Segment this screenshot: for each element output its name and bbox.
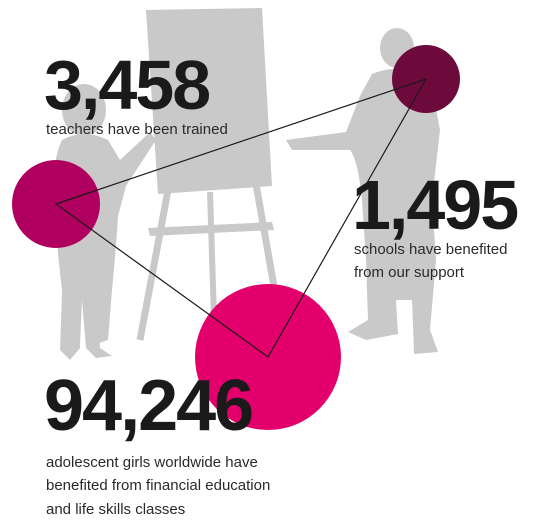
stat-label-line: from our support (354, 264, 465, 282)
stat-label-line: schools have benefited (354, 241, 508, 258)
stat-label-line: teachers have been trained (46, 121, 228, 138)
stat-label-teachers: teachers have been trained (46, 118, 228, 141)
stat-number-schools: 1,495 (352, 166, 519, 244)
connecting-triangle (54, 77, 428, 358)
stat-label-schools: schools have benefited from our support (354, 238, 507, 285)
stat-label-line: adolescent girls worldwide have (46, 454, 258, 471)
stat-label-line: and life skills classes (46, 500, 186, 518)
stat-label-girls: adolescent girls worldwide have benefite… (46, 451, 270, 521)
flipchart-silhouette (136, 8, 286, 341)
stat-label-line: benefited from financial education (46, 477, 271, 495)
stat-number-girls: 94,246 (44, 366, 254, 446)
stat-number-teachers: 3,458 (44, 46, 211, 124)
